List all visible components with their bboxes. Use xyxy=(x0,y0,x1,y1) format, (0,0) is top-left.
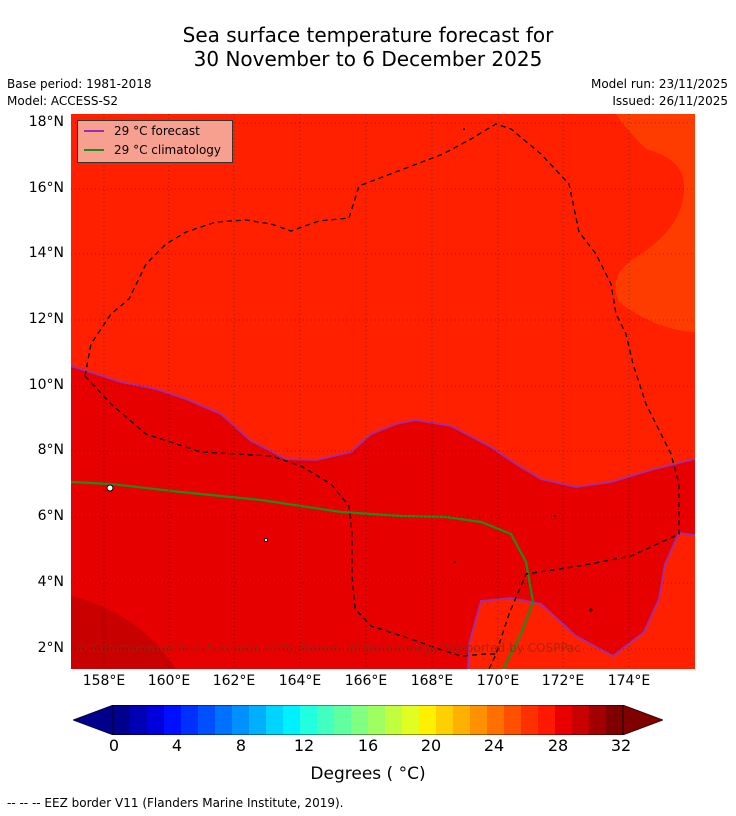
island xyxy=(263,537,268,542)
colorbar-label: Degrees ( °C) xyxy=(310,764,426,784)
colorbar-segment xyxy=(266,705,284,735)
map-legend: 29 °C forecast 29 °C climatology xyxy=(77,120,233,163)
colorbar-segment xyxy=(555,705,573,735)
lon-tick: 166°E xyxy=(344,673,388,689)
lon-tick: 164°E xyxy=(278,673,322,689)
sst-field-30c xyxy=(71,596,176,669)
lon-tick: 162°E xyxy=(212,673,256,689)
island xyxy=(463,128,465,130)
lon-tick: 168°E xyxy=(410,673,454,689)
colorbar-segment xyxy=(521,705,539,735)
colorbar-segment xyxy=(504,705,522,735)
lon-tick: 158°E xyxy=(82,673,126,689)
colorbar-segment xyxy=(419,705,437,735)
legend-forecast: 29 °C forecast xyxy=(84,123,200,139)
island xyxy=(106,484,114,492)
colorbar-tick: 28 xyxy=(547,736,569,755)
legend-climatology-label: 29 °C climatology xyxy=(114,143,222,157)
colorbar-segment xyxy=(249,705,267,735)
lat-tick: 12°N xyxy=(28,311,64,327)
graticule xyxy=(71,114,695,669)
colorbar-segment xyxy=(232,705,250,735)
colorbar-tick: 20 xyxy=(420,736,442,755)
colorbar-over-arrow xyxy=(622,705,663,735)
island xyxy=(554,515,556,517)
colorbar-tick: 24 xyxy=(483,736,505,755)
eez-border xyxy=(84,123,680,669)
colorbar-segment xyxy=(606,705,624,735)
eez-footnote: -- -- -- EEZ border V11 (Flanders Marine… xyxy=(7,796,344,810)
forecast-line-swatch xyxy=(84,130,104,132)
island xyxy=(454,561,456,563)
lon-tick: 160°E xyxy=(147,673,191,689)
colorbar-frame xyxy=(112,705,624,735)
colorbar-segment xyxy=(385,705,403,735)
title-line-2: 30 November to 6 December 2025 xyxy=(193,47,543,71)
lon-tick: 174°E xyxy=(607,673,651,689)
colorbar-tick: 8 xyxy=(235,736,247,755)
model-run: Model run: 23/11/2025 xyxy=(590,77,728,91)
colorbar-segment xyxy=(198,705,216,735)
sst-map xyxy=(71,114,695,669)
lon-tick: 172°E xyxy=(541,673,585,689)
lat-tick: 2°N xyxy=(37,640,64,656)
colorbar-under-arrow xyxy=(73,705,114,735)
colorbar-segment xyxy=(334,705,352,735)
colorbar-segment xyxy=(538,705,556,735)
colorbar-segment xyxy=(436,705,454,735)
title-line-1: Sea surface temperature forecast for xyxy=(182,23,554,47)
colorbar xyxy=(73,705,663,735)
issued-date: Issued: 26/11/2025 xyxy=(612,94,728,108)
colorbar-segment xyxy=(300,705,318,735)
colorbar-segment xyxy=(402,705,420,735)
sst-field-29c xyxy=(71,366,695,669)
lat-tick: 4°N xyxy=(37,574,64,590)
copyright-notice: © Commonwealth of Australia 2025, Bureau… xyxy=(76,641,581,655)
colorbar-segment xyxy=(164,705,182,735)
climatology-line-swatch xyxy=(84,149,104,151)
colorbar-segment xyxy=(589,705,607,735)
colorbar-tick: 16 xyxy=(357,736,379,755)
colorbar-segment xyxy=(453,705,471,735)
forecast-29c-contour xyxy=(71,365,695,669)
lon-tick: 170°E xyxy=(476,673,520,689)
colorbar-segment xyxy=(181,705,199,735)
model-name: Model: ACCESS-S2 xyxy=(7,94,119,108)
sst-field-27c xyxy=(615,114,695,332)
colorbar-segment xyxy=(283,705,301,735)
colorbar-tick: 12 xyxy=(293,736,315,755)
legend-forecast-label: 29 °C forecast xyxy=(114,124,200,138)
colorbar-segment xyxy=(147,705,165,735)
lat-tick: 6°N xyxy=(37,508,64,524)
climatology-29c-contour xyxy=(71,480,535,669)
island xyxy=(589,608,593,612)
base-period: Base period: 1981-2018 xyxy=(7,77,152,91)
colorbar-tick: 32 xyxy=(610,736,632,755)
lat-tick: 18°N xyxy=(28,114,64,130)
lat-tick: 14°N xyxy=(28,245,64,261)
colorbar-tick: 4 xyxy=(171,736,183,755)
colorbar-segment xyxy=(113,705,131,735)
colorbar-segment xyxy=(572,705,590,735)
colorbar-segment xyxy=(215,705,233,735)
colorbar-tick: 0 xyxy=(108,736,120,755)
eez-border-west xyxy=(84,375,496,657)
colorbar-segment xyxy=(470,705,488,735)
lat-tick: 8°N xyxy=(37,442,64,458)
colorbar-segment xyxy=(130,705,148,735)
colorbar-segment xyxy=(317,705,335,735)
lat-tick: 16°N xyxy=(28,180,64,196)
colorbar-segment xyxy=(351,705,369,735)
legend-climatology: 29 °C climatology xyxy=(84,142,221,158)
colorbar-segment xyxy=(368,705,386,735)
colorbar-segment xyxy=(487,705,505,735)
lat-tick: 10°N xyxy=(28,377,64,393)
